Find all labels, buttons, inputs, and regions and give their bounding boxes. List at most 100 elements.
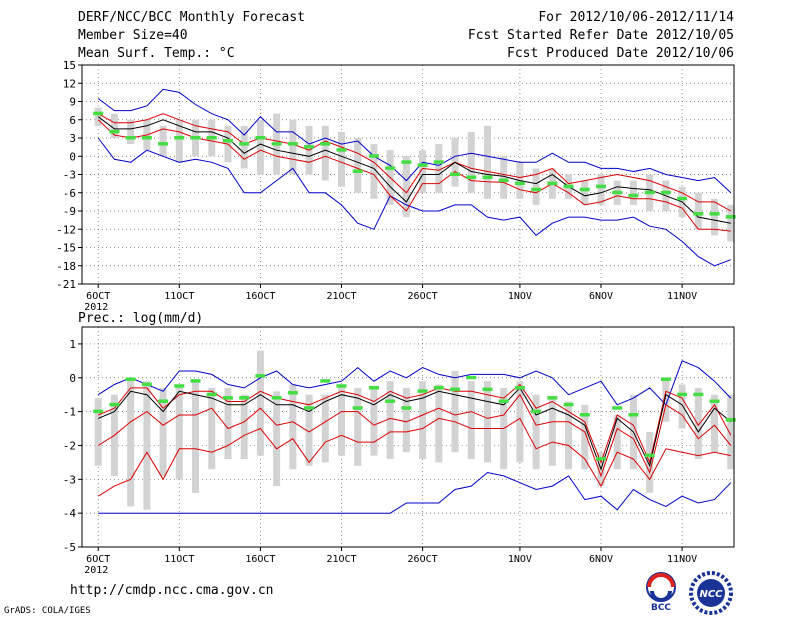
temp-median-marker	[320, 142, 331, 146]
prec-spread-box	[224, 387, 232, 459]
prec-median-marker	[482, 387, 493, 392]
prec-spread-box	[678, 384, 686, 429]
prec-spread-box	[289, 384, 297, 470]
temp-median-marker	[174, 136, 185, 140]
prec-ytick-label: -5	[63, 541, 76, 554]
forecast-produced-date: Fcst Produced Date 2012/10/06	[507, 46, 734, 61]
prec-spread-box	[386, 381, 394, 459]
prec-spread-box	[127, 377, 135, 507]
prec-xtick-label: 16OCT	[245, 554, 275, 565]
prec-median-marker	[109, 402, 120, 407]
temp-median-marker	[482, 175, 493, 180]
prec-spread-box	[94, 398, 102, 466]
temp-median-marker	[417, 163, 428, 167]
ncc-logo-core	[697, 579, 725, 607]
temp-ytick-label: 12	[63, 77, 76, 90]
ncc-logo-text: NCC	[699, 589, 723, 600]
temp-median-marker	[109, 129, 120, 134]
temp-spread-box	[435, 144, 443, 193]
temp-mean-line	[97, 116, 731, 224]
temp-spread-box	[581, 180, 589, 205]
temp-median-marker	[628, 193, 639, 198]
prec-ytick-label: -3	[63, 473, 76, 486]
prec-xtick-label: 21OCT	[326, 554, 356, 565]
temp-median-marker	[287, 142, 298, 146]
prec-median-marker	[514, 385, 525, 390]
temp-xtick-label: 16OCT	[245, 291, 275, 302]
prec-spread-box	[581, 404, 589, 470]
temp-median-marker	[466, 175, 477, 180]
temp-xtick-label: 11NOV	[667, 291, 697, 302]
prec-year-label: 2012	[84, 565, 108, 576]
temp-spread-box	[159, 125, 167, 157]
prec-median-marker	[287, 391, 298, 395]
temp-ytick-label: 3	[69, 132, 76, 145]
prec-median-marker	[222, 396, 233, 400]
temp-spread-box	[338, 131, 346, 187]
temp-upper-line	[97, 113, 732, 212]
bcc-logo-arc-red	[647, 573, 675, 588]
temp-median-marker	[125, 136, 136, 140]
prec-median-marker	[385, 399, 396, 403]
prec-spread-box	[305, 394, 313, 466]
temp-ytick-label: 9	[69, 96, 76, 109]
prec-spread-box	[694, 387, 702, 459]
temp-spread-box	[354, 138, 362, 193]
temp-ytick-label: 15	[63, 59, 76, 72]
prec-median-marker	[725, 418, 736, 422]
ncc-logo: NCC	[689, 571, 733, 615]
temp-xtick-label: 26OCT	[408, 291, 438, 302]
prec-spread-box	[208, 387, 216, 470]
temp-median-marker	[693, 212, 704, 216]
prec-median-marker	[498, 399, 509, 403]
prec-spread-box	[451, 371, 459, 453]
temp-ytick-label: 6	[69, 114, 76, 127]
prec-median-marker	[660, 377, 671, 381]
prec-median-marker	[141, 382, 152, 387]
temp-median-marker	[563, 184, 574, 189]
prec-median-marker	[255, 374, 266, 378]
prec-spread-box	[159, 387, 167, 476]
temp-xtick-label: 11OCT	[164, 291, 194, 302]
temp-ytick-label: -6	[63, 187, 76, 200]
temp-min-line	[97, 137, 731, 267]
member-size: Member Size=40	[78, 28, 188, 43]
temp-spread-box	[256, 119, 264, 175]
prec-median-marker	[628, 413, 639, 417]
prec-median-marker	[174, 384, 185, 388]
prec-ytick-label: -2	[63, 439, 76, 452]
prec-median-marker	[206, 392, 217, 397]
prec-xtick-label: 6NOV	[589, 554, 613, 565]
temp-xtick-label: 21OCT	[326, 291, 356, 302]
temp-median-marker	[498, 178, 509, 183]
prec-xtick-label: 11NOV	[667, 554, 697, 565]
source-url[interactable]: http://cmdp.ncc.cma.gov.cn	[70, 583, 274, 598]
temp-median-marker	[725, 215, 736, 219]
prec-median-marker	[596, 457, 607, 461]
prec-min-member-line	[97, 417, 731, 497]
prec-lower-line	[97, 393, 732, 478]
prec-spread-box	[419, 381, 427, 459]
temp-median-marker	[385, 166, 396, 170]
prec-spread-box	[321, 394, 329, 463]
temp-spread-box	[483, 125, 491, 199]
prec-median-marker	[563, 402, 574, 407]
temp-spread-box	[402, 156, 410, 218]
temp-median-marker	[596, 184, 607, 189]
temp-median-marker	[255, 136, 266, 140]
temp-median-marker	[158, 142, 169, 146]
prec-frame	[81, 326, 735, 548]
prec-mean-line	[98, 387, 732, 471]
prec-spread-box	[613, 415, 621, 470]
temp-lower-line	[97, 119, 731, 232]
temp-spread-box	[370, 144, 378, 199]
prec-spread-box	[354, 387, 362, 466]
temp-spread-box	[127, 119, 135, 145]
prec-median-marker	[368, 385, 379, 390]
temp-ytick-label: -9	[63, 205, 76, 218]
temp-median-marker	[660, 190, 671, 195]
temp-median-marker	[141, 136, 152, 140]
temp-xtick-label: 6NOV	[589, 291, 613, 302]
prec-xtick-label: 6OCT	[86, 554, 110, 565]
temp-median-marker	[644, 190, 655, 195]
